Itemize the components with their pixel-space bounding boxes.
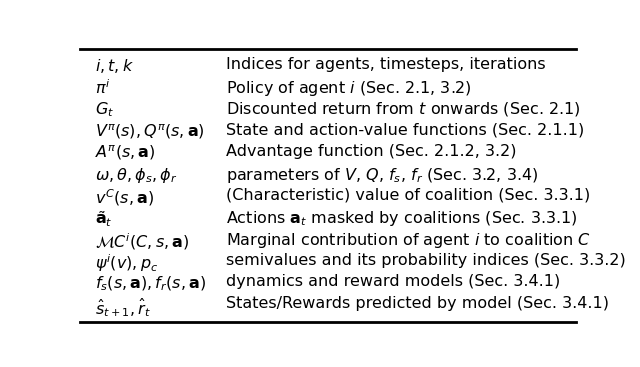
Text: $v^C(s, \mathbf{a})$: $v^C(s, \mathbf{a})$ [95, 187, 154, 208]
Text: Discounted return from $t$ onwards (Sec. 2.1): Discounted return from $t$ onwards (Sec.… [227, 100, 581, 118]
Text: State and action-value functions (Sec. 2.1.1): State and action-value functions (Sec. 2… [227, 122, 584, 137]
Text: Indices for agents, timesteps, iterations: Indices for agents, timesteps, iteration… [227, 57, 546, 72]
Text: States/Rewards predicted by model (Sec. 3.4.1): States/Rewards predicted by model (Sec. … [227, 296, 609, 311]
Text: Advantage function (Sec. 2.1.2, 3.2): Advantage function (Sec. 2.1.2, 3.2) [227, 144, 517, 159]
Text: $\psi^i(v), p_c$: $\psi^i(v), p_c$ [95, 252, 158, 274]
Text: $\omega, \theta, \phi_s, \phi_r$: $\omega, \theta, \phi_s, \phi_r$ [95, 166, 177, 185]
Text: $\hat{s}_{t+1}, \hat{r}_t$: $\hat{s}_{t+1}, \hat{r}_t$ [95, 296, 151, 319]
Text: dynamics and reward models (Sec. 3.4.1): dynamics and reward models (Sec. 3.4.1) [227, 275, 561, 289]
Text: $f_s(s, \mathbf{a}), f_r(s, \mathbf{a})$: $f_s(s, \mathbf{a}), f_r(s, \mathbf{a})$ [95, 275, 206, 293]
Text: Marginal contribution of agent $i$ to coalition $C$: Marginal contribution of agent $i$ to co… [227, 231, 591, 250]
Text: semivalues and its probability indices (Sec. 3.3.2): semivalues and its probability indices (… [227, 252, 626, 268]
Text: (Characteristic) value of coalition (Sec. 3.3.1): (Characteristic) value of coalition (Sec… [227, 187, 591, 202]
Text: $A^{\pi}(s, \mathbf{a})$: $A^{\pi}(s, \mathbf{a})$ [95, 144, 156, 162]
Text: parameters of $V$, $Q$, $f_s$, $f_r$ (Sec. 3.2, 3.4): parameters of $V$, $Q$, $f_s$, $f_r$ (Se… [227, 166, 539, 185]
Text: $\pi^i$: $\pi^i$ [95, 79, 110, 97]
Text: $\tilde{\mathbf{a}}_t$: $\tilde{\mathbf{a}}_t$ [95, 209, 113, 229]
Text: $\mathcal{M}C^i(C, s, \mathbf{a})$: $\mathcal{M}C^i(C, s, \mathbf{a})$ [95, 231, 189, 251]
Text: Actions $\mathbf{a}_t$ masked by coalitions (Sec. 3.3.1): Actions $\mathbf{a}_t$ masked by coaliti… [227, 209, 578, 228]
Text: $V^{\pi}(s), Q^{\pi}(s, \mathbf{a})$: $V^{\pi}(s), Q^{\pi}(s, \mathbf{a})$ [95, 122, 205, 141]
Text: $G_t$: $G_t$ [95, 100, 114, 119]
Text: $i, t, k$: $i, t, k$ [95, 57, 134, 75]
Text: Policy of agent $i$ (Sec. 2.1, 3.2): Policy of agent $i$ (Sec. 2.1, 3.2) [227, 79, 472, 98]
